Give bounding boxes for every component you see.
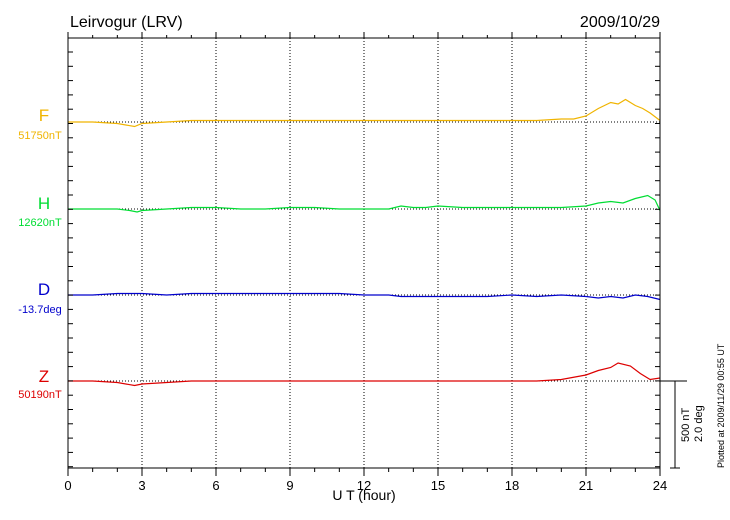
x-axis-label: U T (hour) <box>332 487 395 503</box>
chart-date: 2009/10/29 <box>580 14 660 31</box>
series-line-Z <box>68 362 661 387</box>
x-tick-label-6: 6 <box>212 478 219 493</box>
x-tick-label-21: 21 <box>579 478 593 493</box>
series-baseline-Z: 50190nT <box>18 389 62 401</box>
series-name-F: F <box>39 106 49 125</box>
series-baseline-F: 51750nT <box>18 130 62 142</box>
x-tick-label-24: 24 <box>653 478 667 493</box>
series-baseline-H: 12620nT <box>18 217 62 229</box>
series-name-Z: Z <box>39 367 49 386</box>
x-tick-label-18: 18 <box>505 478 519 493</box>
plotted-note: Plotted at 2009/11/29 00:55 UT <box>716 343 726 468</box>
series-line-H <box>68 194 661 213</box>
x-tick-label-3: 3 <box>138 478 145 493</box>
vertical-grid <box>141 38 587 468</box>
scale-bar: 500 nT 2.0 deg <box>660 380 705 469</box>
series-lines <box>68 98 661 387</box>
plot-frame <box>67 37 661 469</box>
series-name-D: D <box>38 280 50 299</box>
x-tick-label-0: 0 <box>64 478 71 493</box>
x-tick-labels: 0 3 6 9 12 15 18 21 24 <box>64 478 667 493</box>
chart-title: Leirvogur (LRV) <box>70 14 183 31</box>
series-labels: F 51750nT H 12620nT D -13.7deg Z 50190nT <box>18 106 62 401</box>
axis-ticks <box>67 32 661 476</box>
x-tick-label-15: 15 <box>431 478 445 493</box>
series-baseline-D: -13.7deg <box>18 304 61 316</box>
series-line-D <box>68 292 661 301</box>
series-line-F <box>68 98 661 128</box>
scale-bar-deg-label: 2.0 deg <box>693 405 705 442</box>
x-tick-label-9: 9 <box>286 478 293 493</box>
series-name-H: H <box>38 194 50 213</box>
scale-bar-nt-label: 500 nT <box>680 407 692 442</box>
x-tick-label-12: 12 <box>357 478 371 493</box>
